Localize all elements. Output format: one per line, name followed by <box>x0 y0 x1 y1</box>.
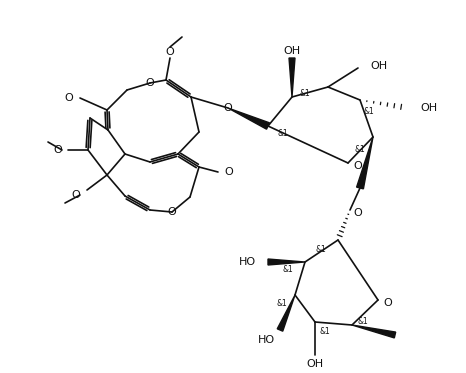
Text: HO: HO <box>239 257 256 267</box>
Polygon shape <box>289 58 295 97</box>
Text: &1: &1 <box>282 266 293 275</box>
Text: &1: &1 <box>357 317 368 326</box>
Text: OH: OH <box>420 103 437 113</box>
Text: OH: OH <box>370 61 387 71</box>
Text: O: O <box>64 93 73 103</box>
Text: &1: &1 <box>363 107 374 116</box>
Text: &1: &1 <box>354 144 365 154</box>
Text: &1: &1 <box>276 298 287 307</box>
Text: OH: OH <box>283 46 301 56</box>
Text: O: O <box>165 47 174 57</box>
Text: O: O <box>224 167 233 177</box>
Polygon shape <box>356 137 373 189</box>
Polygon shape <box>352 325 396 338</box>
Text: OH: OH <box>307 359 323 369</box>
Polygon shape <box>268 259 305 265</box>
Text: O: O <box>353 161 362 171</box>
Polygon shape <box>228 108 269 129</box>
Text: O: O <box>53 145 62 155</box>
Polygon shape <box>277 295 295 331</box>
Text: &1: &1 <box>300 90 311 98</box>
Text: O: O <box>145 78 154 88</box>
Text: &1: &1 <box>278 129 289 138</box>
Text: &1: &1 <box>320 327 331 336</box>
Text: O: O <box>224 103 233 113</box>
Text: O: O <box>71 190 80 200</box>
Text: O: O <box>168 207 176 217</box>
Text: O: O <box>353 208 362 218</box>
Text: &1: &1 <box>315 245 326 254</box>
Text: HO: HO <box>258 335 275 345</box>
Text: O: O <box>383 298 392 308</box>
